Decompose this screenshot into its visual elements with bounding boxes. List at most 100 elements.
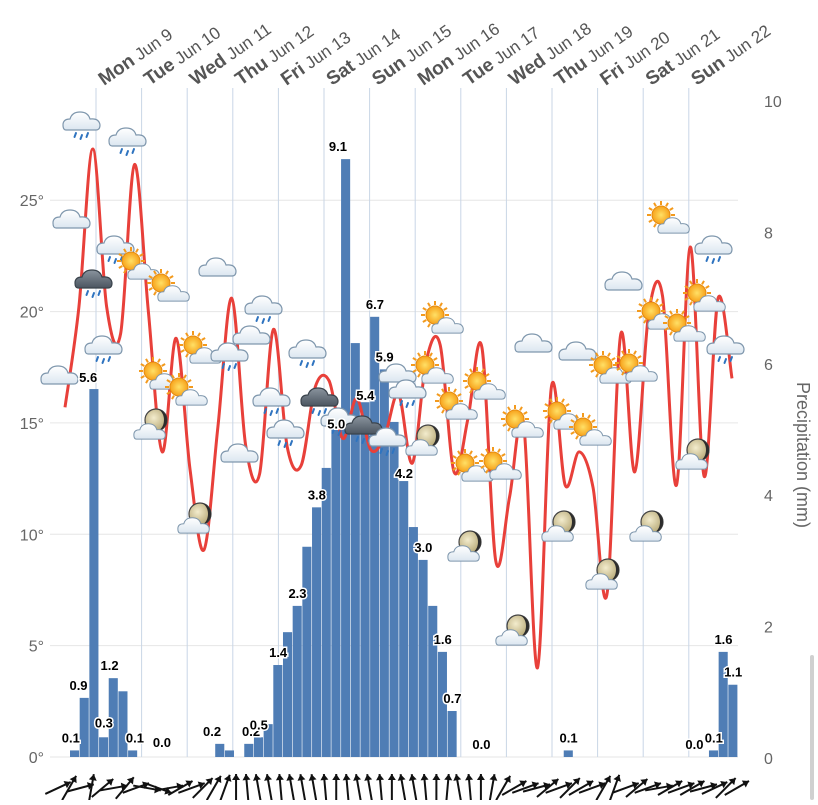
wind-arrow-head [376, 774, 385, 781]
rain-cloud-icon [266, 419, 305, 448]
wind-arrow-icon [568, 780, 594, 796]
sun-ray [575, 435, 579, 440]
sun-ray [685, 315, 690, 319]
weather-icons-layer [40, 111, 745, 646]
precipitation-bar [79, 697, 89, 757]
wind-arrow-head [264, 774, 273, 781]
moon-shadow [518, 615, 529, 637]
sun-ray [469, 368, 473, 373]
sun-ray [464, 385, 469, 389]
sun-ray [544, 403, 549, 407]
precipitation-label: 0.0 [685, 737, 703, 752]
sun-ray [575, 414, 579, 419]
precipitation-label: 3.8 [308, 487, 326, 502]
scrollbar-thumb [810, 655, 814, 800]
wind-arrow-icon [420, 773, 429, 803]
night-cloud-icon [133, 408, 168, 440]
raindrop [269, 410, 273, 416]
wind-arrow-head [275, 774, 284, 781]
sun-ray [659, 303, 664, 307]
sun-ray [422, 307, 427, 311]
wind-arrow-icon [634, 781, 662, 794]
raindrop [723, 358, 727, 364]
wind-arrow-head [297, 774, 306, 781]
sun-ray [201, 337, 206, 341]
precipitation-bar [428, 605, 438, 757]
wind-arrow-icon [488, 774, 498, 802]
wind-arrow-head [519, 780, 527, 788]
sun-ray [135, 248, 139, 253]
wind-arrow-head [432, 774, 441, 780]
wind-arrow-icon [144, 782, 172, 795]
raindrop [729, 356, 733, 362]
precipitation-label: 0.1 [705, 730, 723, 745]
sun-ray [148, 287, 153, 291]
sun-ray [148, 275, 153, 279]
wind-arrow-head [126, 777, 134, 785]
sun-ray [123, 269, 127, 274]
sun-ray [412, 357, 417, 361]
wind-arrow-icon [91, 778, 114, 798]
partly-sunny-icon [647, 201, 690, 234]
wind-arrow-icon [701, 780, 728, 795]
partly-sunny-icon [479, 447, 522, 480]
precipitation-label: 0.1 [62, 730, 80, 745]
rain-cloud-icon [368, 427, 407, 456]
sun-ray [171, 374, 175, 379]
sun-ray [643, 298, 647, 303]
partly-sunny-icon [139, 357, 182, 390]
wind-arrow-icon [511, 781, 539, 794]
wind-arrow-head [675, 780, 683, 788]
precipitation-label: 1.1 [724, 665, 742, 680]
rain-cloud-icon [244, 295, 283, 324]
wind-arrow-head [603, 775, 611, 784]
sun-ray [436, 393, 441, 397]
sun-ray [669, 207, 674, 211]
partly-sunny-icon [615, 349, 658, 382]
precipitation-bar [224, 750, 234, 757]
precipitation-bar [360, 402, 370, 757]
sun-ray [452, 455, 457, 459]
sun-ray [412, 369, 417, 373]
raindrop [379, 448, 383, 454]
precipitation-label: 5.9 [376, 349, 394, 364]
precipitation-label: 0.5 [250, 717, 268, 732]
precipitation-label: 9.1 [329, 139, 347, 154]
sun-ray [664, 327, 669, 331]
partly-sunny-icon [435, 387, 478, 420]
sun-ray [153, 270, 157, 275]
sun-ray [701, 280, 705, 285]
sun-ray [452, 467, 457, 471]
precipitation-bar [370, 316, 380, 757]
moon-shadow [428, 425, 439, 447]
precipitation-label: 5.4 [356, 388, 375, 403]
wind-arrow-head [397, 774, 406, 781]
precipitation-bar [389, 421, 399, 757]
wind-arrow-head [106, 779, 114, 786]
raindrop [97, 290, 101, 296]
precipitation-label: 5.6 [79, 370, 97, 385]
sun-ray [480, 453, 485, 457]
sun-ray [441, 409, 445, 414]
sun-ray [473, 455, 478, 459]
precipitation-label: 1.6 [434, 632, 452, 647]
moon-shadow [564, 511, 575, 533]
wind-arrow-head [420, 774, 429, 781]
y-tick-label-left: 10° [20, 527, 44, 544]
wind-arrow-icon [286, 774, 296, 802]
precipitation-bar [728, 684, 738, 757]
precipitation-bar [321, 467, 331, 757]
wind-arrow-head [585, 780, 594, 788]
precipitation-bar [437, 651, 447, 757]
rain-cloud-icon [694, 235, 733, 264]
raindrop [255, 316, 259, 322]
rain-cloud-icon [210, 342, 249, 371]
rain-cloud-icon [288, 339, 327, 368]
precipitation-bar [447, 711, 457, 757]
night-cloud-icon [495, 614, 530, 646]
sun-ray [590, 357, 595, 361]
y-tick-label-left: 0° [29, 750, 44, 767]
partly-sunny-icon [543, 397, 586, 430]
wind-arrow-head [408, 774, 417, 781]
raindrop [221, 363, 225, 369]
